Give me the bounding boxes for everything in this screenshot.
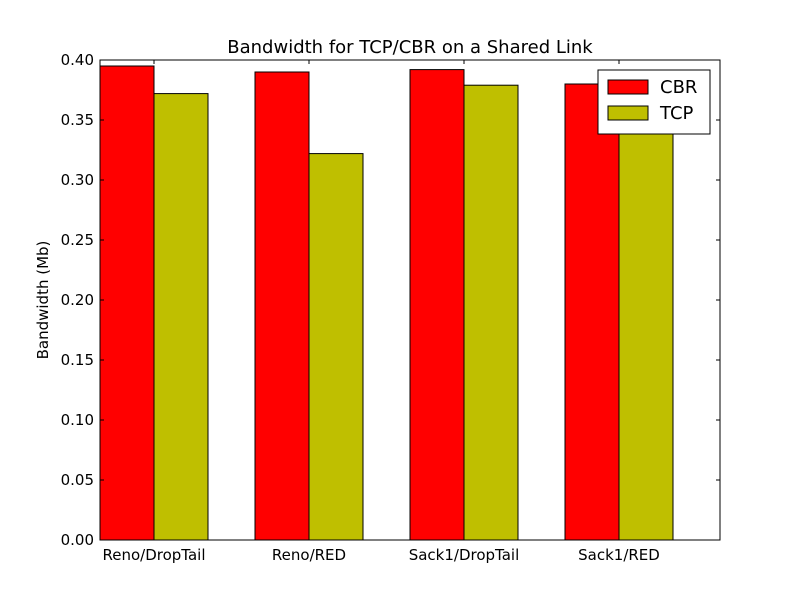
- chart-title: Bandwidth for TCP/CBR on a Shared Link: [227, 37, 593, 58]
- y-axis-ticks: 0.00 0.05 0.10 0.15 0.20 0.25 0.30 0.35 0.40: [61, 51, 720, 549]
- bar-cbr-2: [409, 69, 465, 541]
- y-tick-label: 0.05: [61, 471, 94, 489]
- legend: CBR TCP: [597, 69, 711, 135]
- bar-cbr-1: [254, 71, 310, 541]
- x-tick-label: Reno/RED: [272, 546, 346, 564]
- bar-cbr-3: [564, 83, 620, 541]
- bar-tcp-3: [618, 89, 674, 541]
- x-tick-label: Sack1/RED: [578, 546, 660, 564]
- y-tick-label: 0.10: [61, 411, 94, 429]
- bar-tcp-1: [308, 153, 364, 541]
- y-tick-label: 0.40: [61, 51, 94, 69]
- x-tick-label: Sack1/DropTail: [409, 546, 520, 564]
- legend-swatch-cbr: [607, 79, 649, 95]
- y-tick-label: 0.30: [61, 171, 94, 189]
- y-axis-label: Bandwidth (Mb): [34, 241, 52, 360]
- y-tick-label: 0.25: [61, 231, 94, 249]
- y-tick-label: 0.00: [61, 531, 94, 549]
- x-tick-label: Reno/DropTail: [102, 546, 205, 564]
- bar-tcp-2: [463, 84, 519, 541]
- bars-group: [99, 65, 674, 541]
- x-axis-ticks: Reno/DropTail Reno/RED Sack1/DropTail Sack1…: [102, 60, 660, 564]
- bar-tcp-0: [153, 93, 209, 541]
- legend-swatch-tcp: [607, 105, 649, 121]
- bar-cbr-0: [99, 65, 155, 541]
- y-tick-label: 0.15: [61, 351, 94, 369]
- y-tick-label: 0.35: [61, 111, 94, 129]
- y-tick-label: 0.20: [61, 291, 94, 309]
- legend-label-tcp: TCP: [659, 103, 694, 124]
- legend-label-cbr: CBR: [660, 77, 697, 98]
